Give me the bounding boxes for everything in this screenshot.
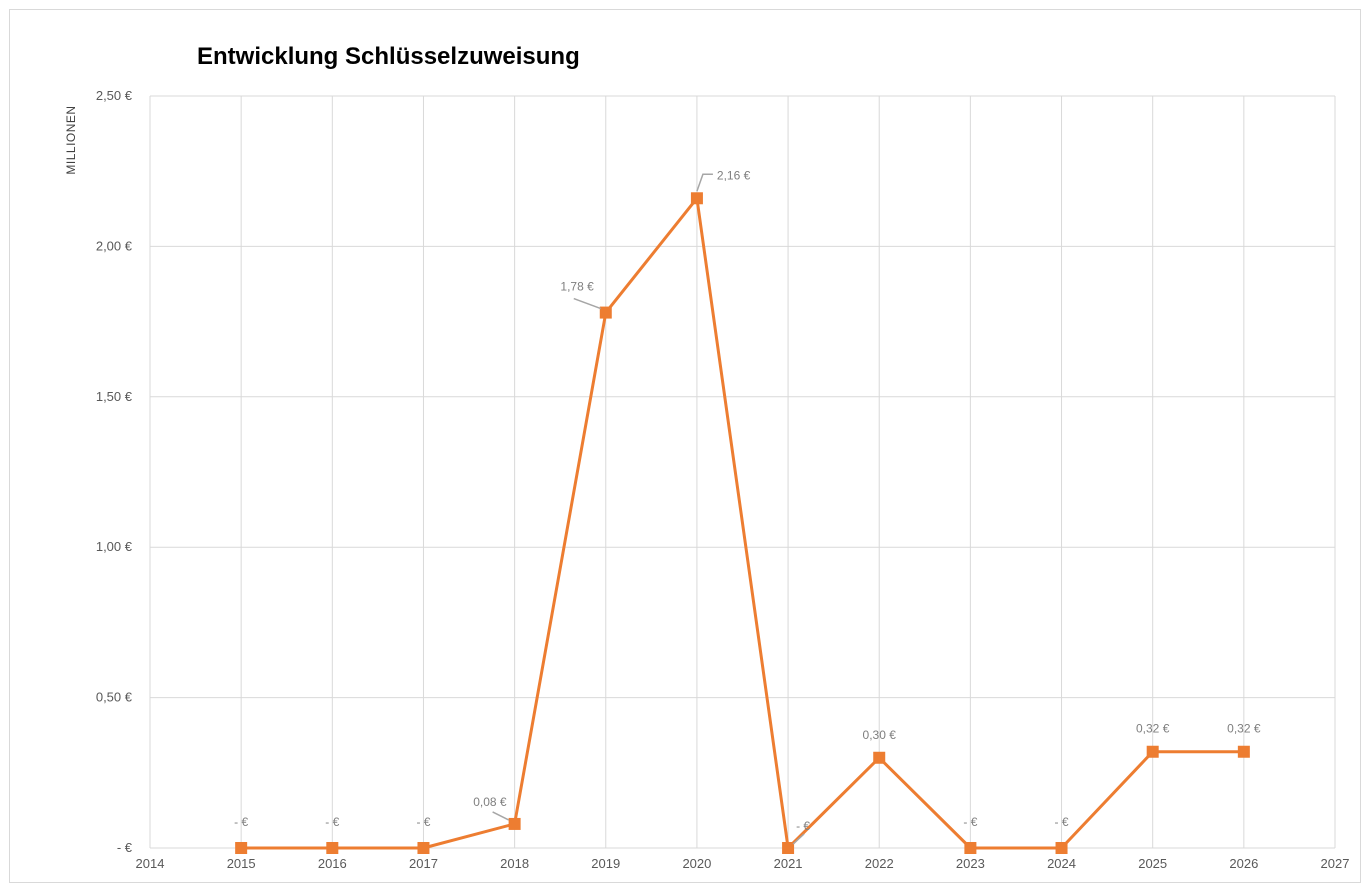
data-point-marker: [782, 842, 795, 854]
data-label-leader: [792, 833, 805, 845]
data-label: - €: [1055, 815, 1069, 829]
x-tick-label: 2025: [1138, 856, 1167, 871]
x-tick-label: 2023: [956, 856, 985, 871]
data-label: 0,32 €: [1227, 722, 1261, 736]
x-tick-label: 2022: [865, 856, 894, 871]
series-layer: [235, 192, 1250, 854]
data-point-marker: [417, 842, 430, 854]
x-tick-label: 2016: [318, 856, 347, 871]
data-point-marker: [326, 842, 339, 854]
data-label: - €: [416, 815, 430, 829]
data-label-leader: [573, 297, 602, 310]
x-tick-label: 2024: [1047, 856, 1076, 871]
y-tick-label: 0,50 €: [96, 690, 133, 705]
data-point-marker: [1237, 745, 1250, 758]
x-tick-label: 2027: [1321, 856, 1350, 871]
x-tick-label: 2019: [591, 856, 620, 871]
y-tick-label: 2,00 €: [96, 238, 133, 253]
data-label-leader: [696, 173, 713, 192]
y-axis-label: MILLIONEN: [64, 105, 78, 174]
data-label: - €: [796, 819, 810, 833]
data-point-marker: [1055, 842, 1068, 854]
chart-title: Entwicklung Schlüsselzuweisung: [197, 43, 580, 70]
chart-frame: [9, 9, 1361, 883]
x-tick-label: 2026: [1229, 856, 1258, 871]
data-label: 2,16 €: [717, 168, 751, 182]
data-label-leader: [492, 811, 509, 821]
y-tick-label: 1,00 €: [96, 539, 133, 554]
series-line: [241, 196, 1244, 850]
data-point-marker: [599, 306, 612, 319]
x-tick-label: 2014: [136, 856, 165, 871]
data-label: 0,32 €: [1136, 722, 1170, 736]
data-point-marker: [1146, 745, 1159, 758]
y-tick-label: 1,50 €: [96, 389, 133, 404]
data-label: 0,30 €: [863, 728, 897, 742]
axis-ticks: - € 0,50 € 1,00 € 1,50 € 2,00 € 2,50 € 2014 201…: [96, 88, 1350, 871]
x-tick-label: 2017: [409, 856, 438, 871]
x-tick-label: 2021: [774, 856, 803, 871]
data-label: 1,78 €: [560, 280, 594, 294]
data-label: - €: [963, 815, 977, 829]
data-point-marker: [508, 817, 521, 830]
data-label: 0,08 €: [473, 795, 507, 809]
data-label: - €: [325, 815, 339, 829]
y-tick-label: 2,50 €: [96, 88, 133, 103]
data-labels: - € - € - € 0,08 € 1,78 € 2,16 € - € 0,30 € - € -…: [234, 168, 1261, 845]
x-tick-label: 2020: [682, 856, 711, 871]
data-point-marker: [964, 842, 977, 854]
data-label: - €: [234, 815, 248, 829]
data-point-marker: [235, 842, 248, 854]
x-tick-label: 2015: [227, 856, 256, 871]
data-point-marker: [873, 751, 886, 764]
grid-lines: [149, 95, 1336, 849]
y-tick-label: - €: [117, 840, 133, 855]
data-point-marker: [690, 192, 703, 205]
x-tick-label: 2018: [500, 856, 529, 871]
